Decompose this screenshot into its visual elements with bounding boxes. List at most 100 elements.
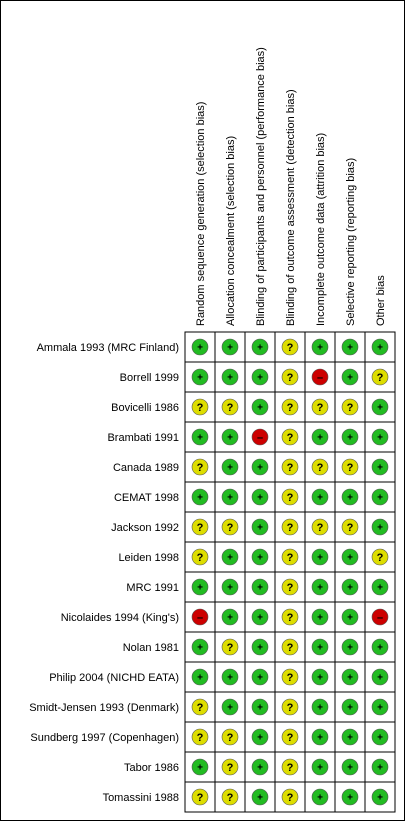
study-label: Brambati 1991 [107, 432, 179, 444]
rating-marker-low: + [251, 728, 269, 746]
rating-circle [251, 548, 269, 566]
rating-circle [311, 578, 329, 596]
rating-symbol: ? [227, 762, 234, 774]
rating-marker-unclear: ? [281, 638, 299, 656]
rating-symbol: + [257, 613, 263, 624]
rating-marker-low: + [371, 488, 389, 506]
rating-circle [191, 728, 209, 746]
rating-marker-low: + [221, 608, 239, 626]
rating-circle [311, 758, 329, 776]
rating-marker-unclear: ? [281, 368, 299, 386]
rating-symbol: + [377, 463, 383, 474]
rating-circle [281, 518, 299, 536]
rating-marker-low: + [251, 758, 269, 776]
rating-marker-low: + [311, 488, 329, 506]
rating-circle [221, 698, 239, 716]
rating-marker-unclear: ? [221, 638, 239, 656]
rating-circle [371, 368, 389, 386]
rating-circle [191, 368, 209, 386]
rating-symbol: + [347, 673, 353, 684]
rating-marker-low: + [341, 368, 359, 386]
rating-circle [341, 788, 359, 806]
rating-marker-low: + [371, 458, 389, 476]
rating-symbol: + [257, 703, 263, 714]
rating-circle [221, 458, 239, 476]
rating-marker-low: + [221, 458, 239, 476]
rating-marker-low: + [251, 698, 269, 716]
rating-symbol: + [197, 583, 203, 594]
rating-symbol: + [227, 373, 233, 384]
rating-marker-low: + [311, 338, 329, 356]
rating-symbol: + [317, 583, 323, 594]
rating-marker-unclear: ? [221, 788, 239, 806]
rating-circle [251, 698, 269, 716]
rating-symbol: + [317, 733, 323, 744]
rating-symbol: ? [287, 642, 294, 654]
rating-symbol: + [257, 373, 263, 384]
rating-marker-low: + [191, 638, 209, 656]
rating-circle [311, 698, 329, 716]
rating-marker-low: + [251, 668, 269, 686]
rating-symbol: + [377, 523, 383, 534]
rating-circle [311, 398, 329, 416]
rating-circle [221, 668, 239, 686]
rating-circle [341, 548, 359, 566]
rating-circle [371, 338, 389, 356]
study-label: Tomassini 1988 [103, 792, 179, 804]
rating-circle [341, 638, 359, 656]
rating-symbol: ? [287, 612, 294, 624]
rating-marker-low: + [341, 728, 359, 746]
rating-marker-unclear: ? [281, 458, 299, 476]
rating-circle [341, 758, 359, 776]
rating-circle [251, 638, 269, 656]
study-label: MRC 1991 [126, 582, 179, 594]
rating-marker-low: + [191, 428, 209, 446]
rating-symbol: + [197, 343, 203, 354]
rating-marker-low: + [341, 698, 359, 716]
rating-symbol: + [197, 433, 203, 444]
rating-circle [281, 398, 299, 416]
rating-circle [341, 338, 359, 356]
rating-symbol: + [377, 493, 383, 504]
rating-circle [221, 788, 239, 806]
rating-circle [311, 338, 329, 356]
study-label: Smidt-Jensen 1993 (Denmark) [29, 702, 179, 714]
rating-circle [311, 728, 329, 746]
rating-marker-low: + [251, 548, 269, 566]
rating-symbol: ? [287, 792, 294, 804]
rating-circle [191, 698, 209, 716]
rating-circle [281, 338, 299, 356]
rating-marker-low: + [221, 698, 239, 716]
rating-symbol: + [347, 583, 353, 594]
rating-marker-unclear: ? [281, 428, 299, 446]
rating-circle [371, 398, 389, 416]
rating-marker-low: + [221, 428, 239, 446]
rating-marker-unclear: ? [341, 518, 359, 536]
rating-symbol: + [317, 343, 323, 354]
rating-symbol: + [377, 733, 383, 744]
rating-marker-unclear: ? [191, 698, 209, 716]
rating-marker-unclear: ? [191, 728, 209, 746]
rating-circle [281, 608, 299, 626]
domain-label: Incomplete outcome data (attrition bias) [315, 133, 327, 326]
rating-marker-unclear: ? [371, 548, 389, 566]
rating-circle [371, 488, 389, 506]
rating-circle [311, 548, 329, 566]
rating-symbol: ? [227, 642, 234, 654]
rating-symbol: + [197, 673, 203, 684]
rating-symbol: + [227, 463, 233, 474]
rating-symbol: ? [347, 522, 354, 534]
rating-symbol: ? [287, 462, 294, 474]
rating-symbol: – [317, 372, 323, 384]
rating-circle [371, 578, 389, 596]
rating-marker-low: + [311, 638, 329, 656]
rating-marker-unclear: ? [311, 458, 329, 476]
rating-symbol: + [227, 583, 233, 594]
study-label: Bovicelli 1986 [111, 402, 179, 414]
rating-circle [341, 428, 359, 446]
rating-marker-unclear: ? [191, 548, 209, 566]
rating-marker-unclear: ? [281, 338, 299, 356]
rating-marker-unclear: ? [371, 368, 389, 386]
rating-symbol: ? [197, 462, 204, 474]
